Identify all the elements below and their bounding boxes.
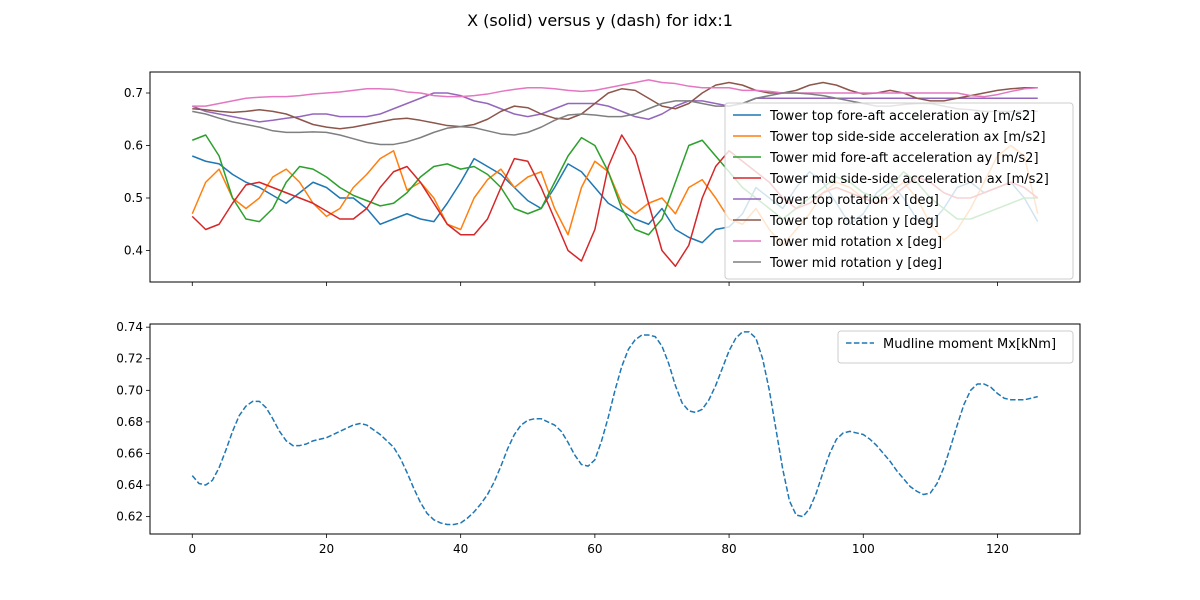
top-plot-y-tick-label: 0.7 bbox=[124, 86, 143, 100]
bottom-plot-y-tick: 0.68 bbox=[116, 415, 150, 429]
bottom-plot-x-tick: 20 bbox=[319, 534, 334, 556]
bottom-plot-x-tick-label: 40 bbox=[453, 542, 468, 556]
top-plot-legend-label: Tower mid rotation x [deg] bbox=[769, 235, 942, 250]
top-plot-y-tick-label: 0.4 bbox=[124, 244, 143, 258]
bottom-plot-y-tick-label: 0.72 bbox=[116, 352, 143, 366]
top-plot-legend-box bbox=[724, 102, 1074, 280]
top-plot-legend-label: Tower mid side-side acceleration ax [m/s… bbox=[769, 172, 1049, 187]
top-plot-axes: 0.4 0.5 0.6 0.7 Tower top fore-aft accelera… bbox=[124, 71, 1081, 286]
bottom-plot-y-tick-label: 0.66 bbox=[116, 446, 143, 460]
top-plot-legend-label: Tower top fore-aft acceleration ay [m/s2… bbox=[769, 109, 1035, 124]
bottom-plot-x-tick: 80 bbox=[721, 534, 737, 556]
top-plot-legend-label: Tower top rotation x [deg] bbox=[769, 193, 939, 208]
bottom-plot-legend-box bbox=[837, 330, 1074, 364]
bottom-plot-y-tick: 0.62 bbox=[116, 510, 150, 524]
bottom-plot-x-tick: 60 bbox=[587, 534, 603, 556]
bottom-plot-x-tick-label: 80 bbox=[721, 542, 736, 556]
top-plot-legend-label: Tower mid rotation y [deg] bbox=[769, 256, 942, 271]
bottom-plot-y-tick-label: 0.74 bbox=[116, 320, 143, 334]
bottom-plot-y-tick-label: 0.68 bbox=[116, 415, 143, 429]
bottom-plot-x-tick-label: 20 bbox=[319, 542, 334, 556]
bottom-plot-x-tick: 40 bbox=[453, 534, 468, 556]
bottom-plot-y-tick: 0.74 bbox=[116, 320, 150, 334]
figure-title: X (solid) versus y (dash) for idx:1 bbox=[467, 11, 733, 30]
bottom-plot-x-tick-label: 120 bbox=[986, 542, 1009, 556]
bottom-plot-y-tick-label: 0.70 bbox=[116, 383, 143, 397]
bottom-plot-series-group bbox=[191, 331, 1038, 526]
bottom-plot-x-tick-label: 60 bbox=[587, 542, 602, 556]
top-plot-y-tick-label: 0.6 bbox=[124, 139, 143, 153]
bottom-plot-axes: 0 20 40 60 80 100 120 0.62 0.64 0.66 0.68 0.70 0.72 0… bbox=[116, 320, 1081, 556]
bottom-plot-ticks: 0 20 40 60 80 100 120 0.62 0.64 0.66 0.68 0.70 0.72 0… bbox=[116, 320, 1009, 556]
bottom-plot-series-line-1 bbox=[191, 331, 1038, 526]
top-plot-y-tick: 0.6 bbox=[124, 139, 150, 153]
top-plot-y-tick: 0.7 bbox=[124, 86, 150, 100]
bottom-plot-y-tick-label: 0.64 bbox=[116, 478, 143, 492]
bottom-plot-legend: Mudline moment Mx[kNm] bbox=[837, 330, 1074, 364]
top-plot-y-tick-label: 0.5 bbox=[124, 191, 143, 205]
top-plot-series-line-6 bbox=[192, 81, 1038, 130]
bottom-plot-y-tick: 0.64 bbox=[116, 478, 150, 492]
top-plot-frame bbox=[149, 71, 1081, 283]
top-plot-legend-label: Tower top rotation y [deg] bbox=[769, 214, 939, 229]
bottom-plot-x-tick: 100 bbox=[852, 534, 875, 556]
bottom-plot-x-tick: 0 bbox=[188, 534, 196, 556]
top-plot-ticks: 0.4 0.5 0.6 0.7 bbox=[124, 86, 998, 286]
bottom-plot-y-tick: 0.70 bbox=[116, 383, 150, 397]
bottom-plot-y-tick: 0.66 bbox=[116, 446, 150, 460]
top-plot-legend: Tower top fore-aft acceleration ay [m/s2… bbox=[724, 102, 1074, 280]
top-plot-series-line-5 bbox=[191, 92, 1038, 123]
bottom-plot-legend-label: Mudline moment Mx[kNm] bbox=[883, 337, 1056, 352]
top-plot-series-group bbox=[191, 79, 1039, 267]
bottom-plot-x-tick-label: 100 bbox=[852, 542, 875, 556]
bottom-plot-frame bbox=[149, 323, 1081, 535]
top-plot-legend-label: Tower mid fore-aft acceleration ay [m/s2… bbox=[769, 151, 1039, 166]
bottom-plot-y-tick: 0.72 bbox=[116, 352, 150, 366]
top-plot-y-tick: 0.5 bbox=[124, 191, 150, 205]
top-plot-y-tick: 0.4 bbox=[124, 244, 150, 258]
top-plot-legend-label: Tower top side-side acceleration ax [m/s… bbox=[769, 130, 1046, 145]
bottom-plot-y-tick-label: 0.62 bbox=[116, 510, 143, 524]
bottom-plot-x-tick: 120 bbox=[986, 534, 1009, 556]
top-plot-series-line-7 bbox=[192, 79, 1038, 107]
bottom-plot-x-tick-label: 0 bbox=[188, 542, 196, 556]
